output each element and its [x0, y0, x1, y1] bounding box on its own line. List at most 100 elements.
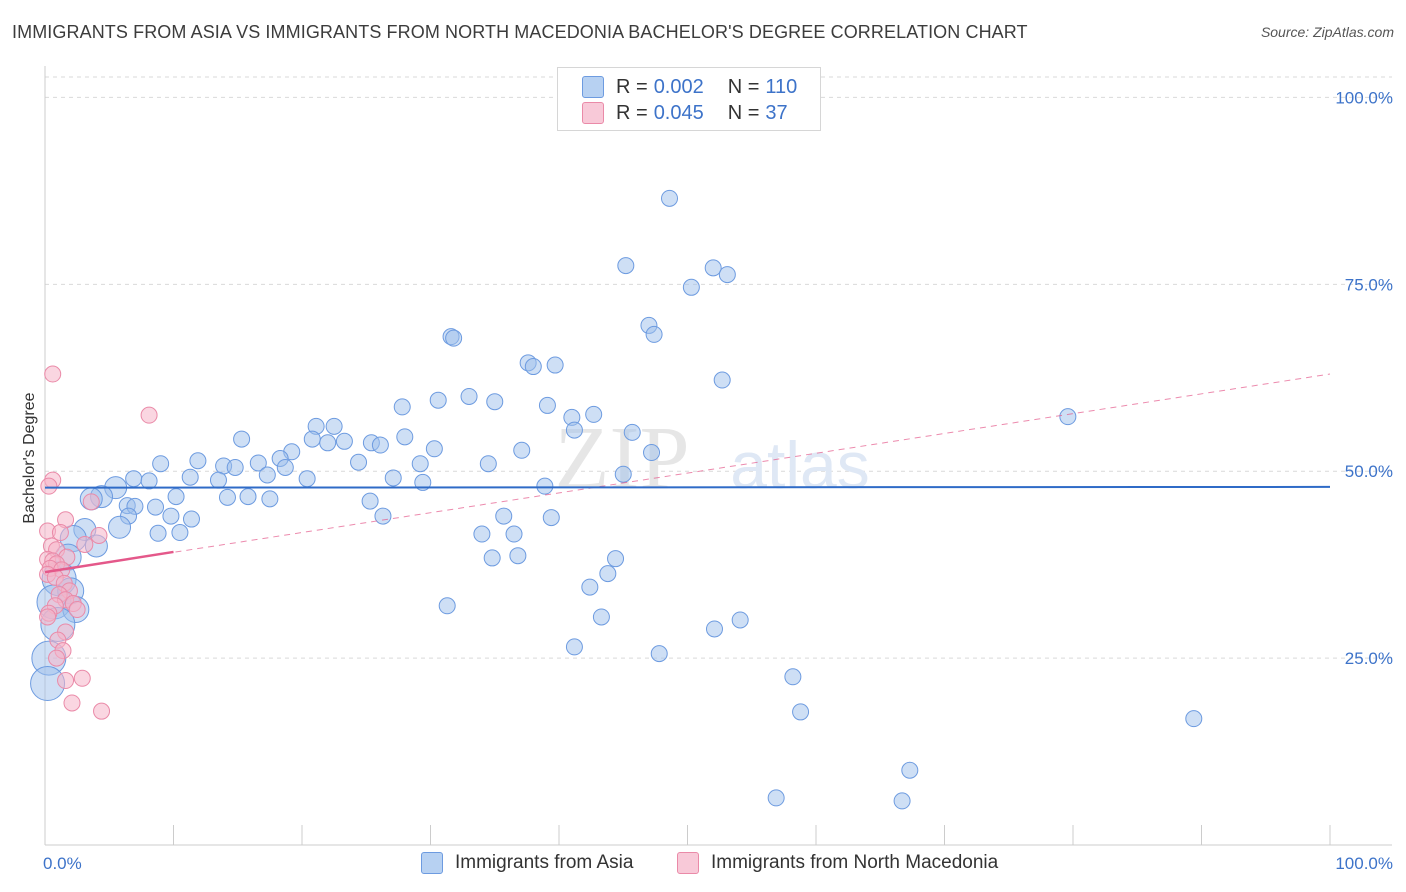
data-point-asia	[140, 472, 158, 490]
data-point-asia	[325, 417, 343, 435]
data-point-asia	[125, 470, 143, 488]
data-point-asia	[393, 398, 411, 416]
data-point-asia	[718, 266, 736, 284]
bottom-legend-swatch-north-macedonia	[677, 852, 699, 874]
data-point-asia	[505, 525, 523, 543]
y-tick-label: 50.0%	[1345, 462, 1393, 481]
data-point-asia	[298, 470, 316, 488]
y-axis-title: Bachelor's Degree	[21, 392, 38, 523]
data-point-north-macedonia	[51, 524, 69, 542]
data-point-asia	[258, 466, 276, 484]
legend-r-label: R =	[616, 101, 648, 124]
source-credit: Source: ZipAtlas.com	[1260, 24, 1394, 40]
bottom-legend-swatch-asia	[421, 852, 443, 874]
data-point-asia	[538, 396, 556, 414]
data-point-asia	[901, 761, 919, 779]
stats-legend: R = 0.002 N = 110 R = 0.045 N = 37	[557, 67, 821, 131]
data-point-asia	[171, 524, 189, 542]
trendline-north-macedonia-extended	[44, 373, 1331, 573]
x-tick-label: 0.0%	[43, 854, 82, 873]
axis-labels-layer: 25.0% 50.0% 75.0% 100.0% 0.0% 100.0%	[43, 88, 1393, 873]
trend-layer	[44, 373, 1331, 574]
data-point-asia	[536, 477, 554, 495]
data-point-asia	[495, 507, 513, 525]
bottom-legend-label-asia: Immigrants from Asia	[455, 852, 634, 873]
data-point-asia	[509, 547, 527, 565]
data-point-asia	[513, 441, 531, 459]
data-point-asia	[1185, 710, 1203, 728]
data-point-asia	[682, 278, 700, 296]
data-point-asia	[371, 436, 389, 454]
data-point-asia	[319, 434, 337, 452]
data-point-asia	[713, 371, 731, 389]
data-point-asia	[384, 469, 402, 487]
points-north-macedonia	[39, 365, 158, 720]
data-point-asia	[705, 620, 723, 638]
y-tick-label: 25.0%	[1345, 649, 1393, 668]
data-point-asia	[524, 358, 542, 376]
data-point-asia	[607, 550, 625, 568]
axes-layer	[44, 66, 1392, 846]
data-point-asia	[167, 488, 185, 506]
data-point-asia	[546, 356, 564, 374]
data-point-asia	[226, 458, 244, 476]
data-point-north-macedonia	[63, 694, 81, 712]
data-point-asia	[425, 440, 443, 458]
watermark: ZIP atlas	[555, 409, 870, 508]
data-point-asia	[643, 444, 661, 462]
data-point-north-macedonia	[140, 406, 158, 424]
data-point-asia	[149, 524, 167, 542]
data-point-asia	[429, 391, 447, 409]
legend-r-value: 0.045	[653, 101, 704, 124]
data-point-north-macedonia	[82, 493, 100, 511]
data-point-asia	[483, 549, 501, 567]
data-point-asia	[486, 393, 504, 411]
legend-row-asia: R = 0.002 N = 110	[582, 75, 797, 99]
data-point-asia	[276, 458, 294, 476]
data-point-asia	[152, 455, 170, 473]
x-tick-label: 100.0%	[1335, 854, 1393, 873]
data-point-asia	[209, 471, 227, 489]
data-point-asia	[542, 509, 560, 527]
bottom-legend-asia: Immigrants from Asia	[421, 852, 633, 874]
trendline-asia	[44, 485, 1331, 489]
legend-n-label: N =	[727, 75, 760, 98]
data-point-asia	[784, 668, 802, 686]
data-point-north-macedonia	[57, 672, 75, 690]
data-point-asia	[162, 507, 180, 525]
data-point-asia	[460, 387, 478, 405]
data-point-asia	[445, 329, 463, 347]
legend-row-north-macedonia: R = 0.045 N = 37	[582, 101, 788, 125]
data-point-north-macedonia	[40, 477, 58, 495]
bottom-legend-label-north-macedonia: Immigrants from North Macedonia	[711, 852, 999, 873]
y-tick-label: 75.0%	[1345, 275, 1393, 294]
data-point-asia	[731, 611, 749, 629]
data-point-asia	[374, 507, 392, 525]
data-point-asia	[350, 453, 368, 471]
data-point-asia	[792, 703, 810, 721]
trendline-north-macedonia	[44, 550, 174, 574]
data-point-north-macedonia	[39, 608, 57, 626]
data-point-asia	[303, 430, 321, 448]
data-point-asia	[414, 473, 432, 491]
data-point-asia	[767, 789, 785, 807]
data-point-north-macedonia	[76, 535, 94, 553]
data-point-asia	[623, 423, 641, 441]
data-point-north-macedonia	[93, 702, 111, 720]
grid-layer	[45, 76, 1392, 659]
data-point-asia	[261, 490, 279, 508]
data-point-north-macedonia	[44, 365, 62, 383]
data-point-asia	[661, 189, 679, 207]
data-point-asia	[181, 468, 199, 486]
legend-r-label: R =	[616, 75, 648, 98]
data-point-asia	[473, 525, 491, 543]
data-point-north-macedonia	[73, 669, 91, 687]
data-point-asia	[893, 792, 911, 810]
data-point-north-macedonia	[90, 527, 108, 545]
data-point-asia	[704, 259, 722, 277]
data-point-asia	[614, 465, 632, 483]
data-point-asia	[335, 432, 353, 450]
data-point-asia	[218, 488, 236, 506]
bottom-legend-north-macedonia: Immigrants from North Macedonia	[677, 852, 998, 874]
